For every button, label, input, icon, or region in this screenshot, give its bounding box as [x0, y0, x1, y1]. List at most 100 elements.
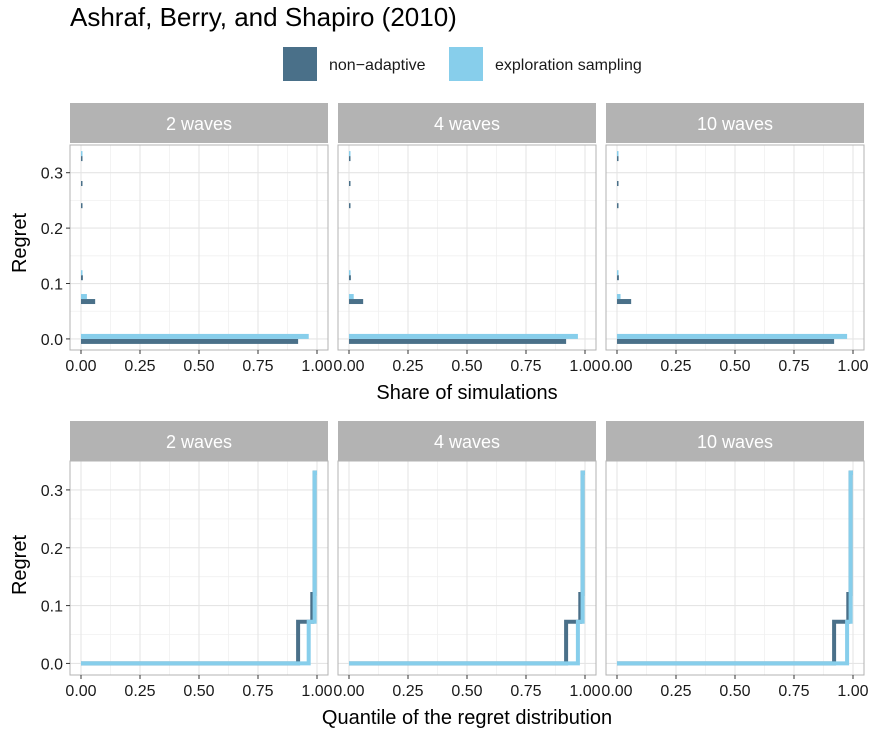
facet-strip-label: 4 waves	[434, 114, 500, 134]
chart-title: Ashraf, Berry, and Shapiro (2010)	[70, 2, 457, 32]
x-tick-label: 0.50	[719, 683, 750, 700]
facet-strip-label: 4 waves	[434, 432, 500, 452]
facet-strip-label: 10 waves	[697, 432, 773, 452]
facet-strip	[338, 103, 596, 143]
facet-panel-10-waves: 10 waves 0.00 0.25 0.50 0.75 1.00	[601, 103, 869, 375]
x-tick-label: 1.00	[569, 683, 600, 700]
facet-panel-2-waves: 2 waves 0.00 0.25 0.50 0.75 1.00 0.0 0.1 0.2 0.3	[41, 103, 333, 375]
bar-non-adaptive	[617, 203, 619, 209]
x-tick-label: 0.25	[660, 683, 691, 700]
x-tick-label: 0.25	[124, 358, 155, 375]
bar-non-adaptive	[349, 275, 351, 281]
facet-strip	[70, 421, 328, 461]
x-tick-label: 0.75	[242, 358, 273, 375]
y-tick-label: 0.1	[41, 277, 63, 294]
bar-non-adaptive	[349, 203, 351, 209]
x-tick-label: 1.00	[837, 683, 868, 700]
x-tick-label: 0.25	[392, 358, 423, 375]
x-tick-label: 0.25	[660, 358, 691, 375]
bar-non-adaptive	[81, 181, 83, 187]
x-tick-label: 1.00	[301, 358, 332, 375]
x-tick-label: 0.00	[601, 683, 632, 700]
bar-non-adaptive	[617, 338, 835, 344]
x-tick-label: 0.00	[65, 683, 96, 700]
bar-exploration-sampling	[349, 270, 351, 276]
x-tick-label: 0.00	[65, 358, 96, 375]
bar-exploration-sampling	[617, 333, 848, 339]
y-tick-label: 0.3	[41, 166, 63, 183]
x-tick-label: 0.75	[242, 683, 273, 700]
bar-non-adaptive	[349, 338, 567, 344]
x-tick-label: 0.50	[719, 358, 750, 375]
facet-panel-4-waves: 4 waves 0.00 0.25 0.50 0.75 1.00	[333, 421, 601, 700]
bar-non-adaptive	[617, 299, 632, 305]
x-tick-label: 1.00	[569, 358, 600, 375]
facet-panel-10-waves: 10 waves 0.00 0.25 0.50 0.75 1.00	[601, 421, 869, 700]
y-tick-label: 0.0	[41, 332, 63, 349]
bar-non-adaptive	[349, 156, 351, 162]
x-tick-label: 0.50	[451, 358, 482, 375]
top-x-axis-title: Share of simulations	[376, 382, 557, 404]
legend-label-exploration-sampling: exploration sampling	[495, 57, 642, 74]
y-tick-label: 0.1	[41, 599, 63, 616]
x-tick-label: 0.25	[124, 683, 155, 700]
x-tick-label: 0.75	[510, 358, 541, 375]
quantile-chart-row: 2 waves 0.00 0.25 0.50 0.75 1.00 0.0 0.1 0.2 0.3 4…	[41, 421, 869, 700]
line-exploration-sampling	[81, 470, 317, 666]
x-tick-label: 0.00	[333, 358, 364, 375]
bar-chart-row: 2 waves 0.00 0.25 0.50 0.75 1.00 0.0 0.1 0.2 0.3 4…	[41, 103, 869, 375]
bar-non-adaptive	[81, 203, 83, 209]
bar-non-adaptive	[81, 299, 96, 305]
bar-exploration-sampling	[617, 151, 619, 157]
y-tick-label: 0.0	[41, 656, 63, 673]
bar-non-adaptive	[81, 275, 83, 281]
facet-strip-label: 2 waves	[166, 432, 232, 452]
facet-strip	[70, 103, 328, 143]
y-tick-label: 0.3	[41, 483, 63, 500]
bar-exploration-sampling	[81, 151, 83, 157]
facet-strip	[606, 103, 864, 143]
y-tick-label: 0.2	[41, 541, 63, 558]
line-exploration-sampling	[617, 470, 853, 666]
line-exploration-sampling	[349, 470, 585, 666]
x-tick-label: 0.75	[778, 358, 809, 375]
top-y-axis-title: Regret	[9, 213, 31, 273]
facet-strip-label: 10 waves	[697, 114, 773, 134]
bar-non-adaptive	[81, 156, 83, 162]
facet-panel-4-waves: 4 waves 0.00 0.25 0.50 0.75 1.00	[333, 103, 601, 375]
legend-swatch-exploration-sampling	[449, 47, 483, 81]
legend: non−adaptive exploration sampling	[283, 47, 642, 81]
x-tick-label: 0.75	[510, 683, 541, 700]
bar-non-adaptive	[81, 338, 299, 344]
bottom-y-axis-title: Regret	[9, 535, 31, 595]
bar-non-adaptive	[349, 181, 351, 187]
x-tick-label: 0.75	[778, 683, 809, 700]
x-tick-label: 0.00	[333, 683, 364, 700]
facet-strip	[338, 421, 596, 461]
y-tick-label: 0.2	[41, 221, 63, 238]
legend-label-non-adaptive: non−adaptive	[329, 57, 426, 74]
bar-non-adaptive	[617, 156, 619, 162]
x-tick-label: 0.50	[183, 683, 214, 700]
bar-exploration-sampling	[349, 151, 351, 157]
x-tick-label: 1.00	[837, 358, 868, 375]
x-tick-label: 0.25	[392, 683, 423, 700]
facet-panel-2-waves: 2 waves 0.00 0.25 0.50 0.75 1.00 0.0 0.1 0.2 0.3	[41, 421, 333, 700]
facet-strip-label: 2 waves	[166, 114, 232, 134]
bar-non-adaptive	[617, 181, 619, 187]
bar-exploration-sampling	[349, 333, 578, 339]
bar-exploration-sampling	[617, 270, 619, 276]
x-tick-label: 0.00	[601, 358, 632, 375]
bar-exploration-sampling	[81, 270, 83, 276]
legend-swatch-non-adaptive	[283, 47, 317, 81]
bottom-x-axis-title: Quantile of the regret distribution	[322, 707, 612, 729]
facet-strip	[606, 421, 864, 461]
bar-exploration-sampling	[349, 294, 354, 300]
bar-exploration-sampling	[617, 294, 621, 300]
x-tick-label: 1.00	[301, 683, 332, 700]
bar-exploration-sampling	[81, 294, 87, 300]
x-tick-label: 0.50	[183, 358, 214, 375]
bar-non-adaptive	[349, 299, 364, 305]
bar-non-adaptive	[617, 275, 619, 281]
